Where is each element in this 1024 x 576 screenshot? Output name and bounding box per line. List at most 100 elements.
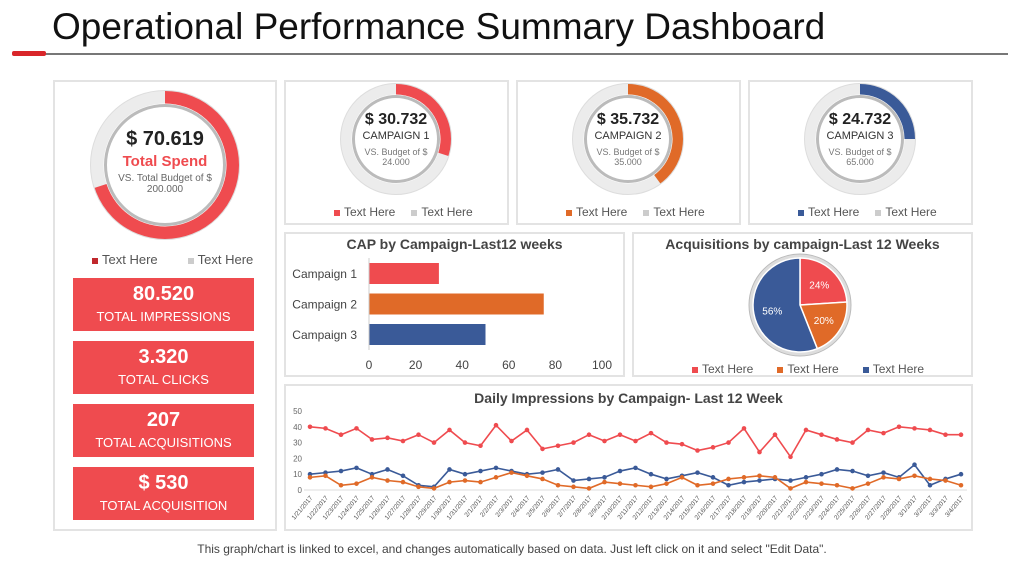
legend-item: Text Here bbox=[798, 205, 859, 219]
legend-label: Text Here bbox=[653, 205, 705, 219]
legend-swatch bbox=[411, 209, 418, 216]
legend-swatch bbox=[862, 366, 869, 373]
data-point bbox=[540, 470, 545, 475]
data-point bbox=[943, 432, 948, 437]
data-point bbox=[586, 476, 592, 482]
data-point bbox=[323, 473, 328, 479]
donut-outer-ring bbox=[804, 83, 916, 195]
data-point bbox=[726, 482, 731, 488]
campaign-budget-text: VS. Budget of $ bbox=[596, 147, 660, 157]
bar bbox=[369, 293, 544, 315]
footer-note: This graph/chart is linked to excel, and… bbox=[197, 542, 827, 556]
x-tick-label: 20 bbox=[409, 358, 423, 372]
data-point bbox=[664, 476, 669, 482]
campaign-value: $ 35.732 bbox=[596, 111, 660, 128]
legend-item: Text Here bbox=[875, 205, 937, 219]
data-point bbox=[540, 476, 545, 482]
data-point bbox=[648, 430, 654, 436]
data-point bbox=[648, 471, 654, 477]
bar-category-label: Campaign 1 bbox=[292, 267, 357, 281]
data-point bbox=[338, 432, 344, 437]
x-tick-label: 100 bbox=[592, 358, 612, 372]
campaign-1-donut[interactable] bbox=[336, 79, 456, 199]
data-point bbox=[540, 446, 545, 452]
total-legend: Text Here Text Here bbox=[92, 252, 253, 267]
data-point bbox=[400, 473, 406, 479]
donut-fill bbox=[859, 83, 916, 140]
title-divider bbox=[45, 53, 1008, 55]
data-point bbox=[617, 481, 623, 486]
campaign-budget-value: 65.000 bbox=[846, 157, 874, 167]
total-spend-center: $ 70.619 Total Spend VS. Total Budget of… bbox=[85, 128, 245, 195]
data-point bbox=[896, 476, 902, 482]
campaign-value: $ 30.732 bbox=[364, 111, 428, 128]
data-point bbox=[462, 471, 468, 477]
data-point bbox=[664, 440, 669, 445]
pie-data-label: 56% bbox=[762, 306, 782, 317]
data-point bbox=[788, 478, 793, 483]
total-spend-label: Total Spend bbox=[122, 153, 208, 170]
campaign-3-legend: Text Here Text Here bbox=[798, 205, 937, 219]
data-point bbox=[772, 432, 778, 437]
campaign-value: $ 24.732 bbox=[828, 111, 892, 128]
x-tick-label: 60 bbox=[502, 358, 516, 372]
data-point bbox=[803, 427, 809, 433]
legend-item: Text Here bbox=[643, 205, 705, 219]
pie-data-label: 24% bbox=[809, 280, 829, 291]
data-point bbox=[741, 479, 747, 485]
data-point bbox=[958, 471, 964, 477]
data-point bbox=[493, 465, 499, 471]
data-point bbox=[323, 470, 328, 475]
data-point bbox=[881, 475, 886, 480]
data-point bbox=[850, 468, 855, 474]
data-point bbox=[338, 468, 344, 474]
pie-data-label: 20% bbox=[814, 316, 834, 327]
data-point bbox=[447, 427, 452, 433]
x-tick-label: 80 bbox=[549, 358, 563, 372]
x-tick-label: 0 bbox=[366, 358, 373, 372]
data-point bbox=[679, 441, 685, 447]
bar-category-label: Campaign 2 bbox=[292, 298, 357, 312]
bar bbox=[369, 263, 439, 284]
campaign-budget-text: VS. Budget of $ bbox=[364, 147, 428, 157]
data-point bbox=[710, 481, 716, 486]
data-point bbox=[369, 471, 375, 477]
data-point bbox=[416, 432, 421, 437]
data-point bbox=[509, 470, 514, 475]
legend-swatch bbox=[692, 366, 698, 373]
data-point bbox=[416, 484, 421, 490]
data-point bbox=[927, 476, 933, 482]
y-tick-label: 20 bbox=[293, 454, 302, 463]
data-point bbox=[633, 465, 638, 471]
data-point bbox=[385, 435, 390, 441]
pie-slice bbox=[799, 257, 848, 306]
data-point bbox=[586, 486, 592, 491]
data-point bbox=[524, 473, 530, 479]
kpi-label: TOTAL ACQUISITION bbox=[99, 498, 228, 513]
data-point bbox=[912, 473, 917, 479]
data-point bbox=[958, 482, 964, 488]
data-point bbox=[400, 479, 406, 485]
page-title: Operational Performance Summary Dashboar… bbox=[52, 6, 826, 47]
legend-swatch bbox=[566, 209, 572, 216]
data-point bbox=[757, 478, 762, 483]
campaign-2-center: $ 35.732 CAMPAIGN 2 VS. Budget of $ 35.0… bbox=[568, 111, 688, 167]
data-point bbox=[772, 475, 778, 480]
data-point bbox=[834, 467, 840, 472]
data-point bbox=[726, 476, 731, 482]
data-point bbox=[788, 486, 793, 491]
campaign-2-donut[interactable] bbox=[568, 79, 688, 199]
data-point bbox=[757, 449, 762, 455]
donut-inner-ring bbox=[816, 95, 904, 183]
data-point bbox=[462, 478, 468, 483]
data-point bbox=[307, 475, 313, 480]
total-spend-donut[interactable] bbox=[85, 85, 245, 245]
data-point bbox=[447, 467, 452, 472]
legend-item: Text Here bbox=[566, 205, 627, 219]
campaign-3-donut[interactable] bbox=[800, 79, 920, 199]
data-point bbox=[478, 479, 483, 485]
data-point bbox=[726, 440, 731, 445]
data-point bbox=[602, 479, 607, 485]
legend-swatch bbox=[92, 257, 98, 264]
campaign-budget-value: 24.000 bbox=[382, 157, 410, 167]
